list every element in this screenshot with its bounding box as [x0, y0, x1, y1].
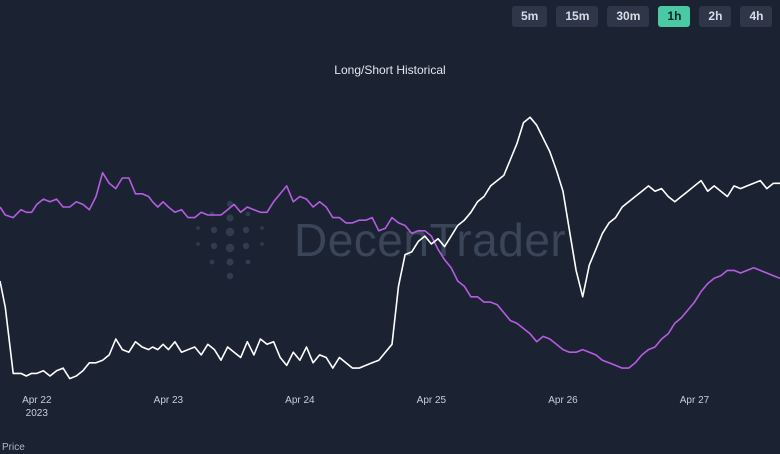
watermark-text-trader: Trader — [429, 214, 567, 266]
x-tick-label: Apr 25 — [417, 395, 447, 406]
timeframe-1h-button[interactable]: 1h — [658, 6, 691, 27]
chart-title: Long/Short Historical — [334, 63, 446, 77]
timeframe-2h-button[interactable]: 2h — [699, 6, 732, 27]
x-tick-label: Apr 22 — [22, 395, 52, 406]
x-tick-label: Apr 24 — [285, 395, 315, 406]
timeframe-15m-button[interactable]: 15m — [556, 6, 599, 27]
x-tick-label: Apr 26 — [548, 395, 578, 406]
watermark-text: DecenTrader — [294, 213, 566, 267]
watermark: DecenTrader — [192, 198, 566, 282]
timeframe-selector: 5m 15m 30m 1h 2h 4h — [512, 6, 773, 27]
price-axis-label: Price — [2, 442, 25, 453]
long-short-line — [0, 171, 780, 369]
timeframe-4h-button[interactable]: 4h — [740, 6, 773, 27]
watermark-text-decen: Decen — [294, 214, 430, 266]
timeframe-5m-button[interactable]: 5m — [512, 6, 548, 27]
x-tick-label: Apr 23 — [154, 395, 184, 406]
price-line — [0, 116, 780, 380]
x-tick-label: Apr 27 — [680, 395, 710, 406]
timeframe-30m-button[interactable]: 30m — [607, 6, 650, 27]
x-tick-year-label: 2023 — [26, 408, 49, 419]
